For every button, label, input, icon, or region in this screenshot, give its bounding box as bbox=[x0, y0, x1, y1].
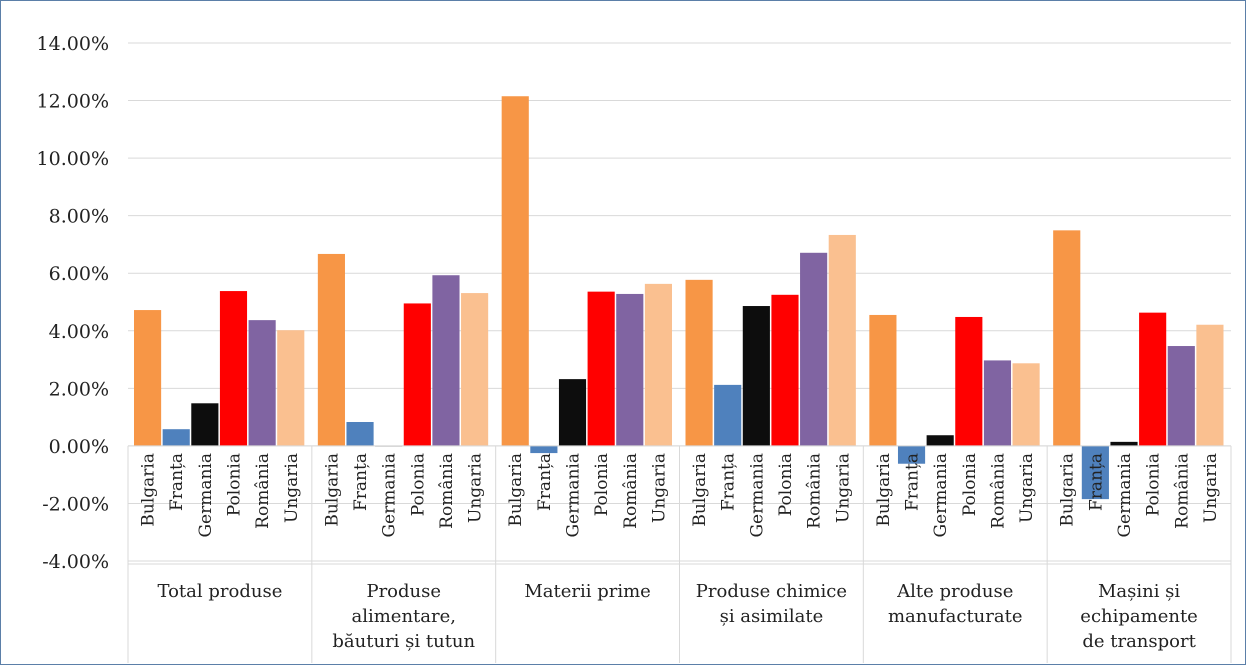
country-label: Polonia bbox=[776, 453, 796, 516]
country-label: Franța bbox=[903, 453, 923, 511]
country-label: România bbox=[1172, 453, 1192, 529]
bar bbox=[587, 291, 615, 446]
country-label: Ungaria bbox=[466, 453, 486, 523]
bar bbox=[926, 435, 954, 446]
country-label: România bbox=[805, 453, 825, 529]
bar bbox=[1053, 230, 1081, 446]
bar bbox=[501, 96, 529, 446]
country-label: Polonia bbox=[408, 453, 428, 516]
bar bbox=[162, 429, 190, 446]
bar bbox=[714, 384, 742, 446]
bar bbox=[191, 403, 219, 446]
bar bbox=[432, 275, 460, 446]
country-label: România bbox=[988, 453, 1008, 529]
y-tick-label: -2.00% bbox=[42, 493, 109, 515]
group-label: și asimilate bbox=[720, 606, 824, 627]
country-label: Germania bbox=[931, 453, 951, 538]
y-tick-label: 8.00% bbox=[49, 206, 109, 228]
bar bbox=[558, 379, 587, 446]
country-label: România bbox=[437, 453, 457, 529]
group-label: Total produse bbox=[157, 581, 282, 602]
bar bbox=[403, 303, 431, 446]
country-label: Bulgaria bbox=[139, 453, 159, 527]
group-label: Produse bbox=[366, 581, 441, 602]
bar bbox=[955, 316, 983, 446]
bar bbox=[346, 422, 374, 446]
y-tick-label: -4.00% bbox=[42, 551, 109, 573]
group-label: Materii prime bbox=[524, 581, 651, 602]
country-label: Ungaria bbox=[833, 453, 853, 523]
country-label: Ungaria bbox=[282, 453, 302, 523]
country-label: Germania bbox=[564, 453, 584, 538]
bar bbox=[1081, 445, 1109, 500]
y-tick-label: 10.00% bbox=[37, 148, 109, 170]
country-label: Polonia bbox=[1144, 453, 1164, 516]
country-label: Franța bbox=[535, 453, 555, 511]
group-label: Mașini și bbox=[1098, 581, 1180, 602]
country-label: Polonia bbox=[960, 453, 980, 516]
bar bbox=[616, 293, 644, 446]
group-label: Alte produse bbox=[896, 581, 1013, 602]
country-label: România bbox=[253, 453, 273, 529]
bar bbox=[828, 234, 856, 446]
bar bbox=[742, 306, 770, 446]
bar bbox=[983, 360, 1012, 446]
country-label: Bulgaria bbox=[1058, 453, 1078, 527]
group-label: echipamente bbox=[1080, 606, 1198, 627]
bar bbox=[800, 252, 828, 446]
country-label: Germania bbox=[196, 453, 216, 538]
group-label: alimentare, bbox=[351, 606, 456, 627]
bar bbox=[219, 291, 248, 446]
country-label: Germania bbox=[747, 453, 767, 538]
country-label: Bulgaria bbox=[690, 453, 710, 527]
country-label: Franța bbox=[719, 453, 739, 511]
country-label: Bulgaria bbox=[874, 453, 894, 527]
country-label: Franța bbox=[1086, 453, 1106, 511]
bar bbox=[685, 279, 713, 446]
bar bbox=[897, 445, 926, 464]
bar bbox=[317, 253, 345, 446]
bar bbox=[1196, 324, 1224, 446]
group-label: băuturi și tutun bbox=[332, 631, 475, 652]
bar bbox=[644, 283, 672, 446]
bar bbox=[277, 330, 305, 446]
bar bbox=[1012, 363, 1040, 446]
bar bbox=[530, 445, 558, 454]
country-label: Germania bbox=[1115, 453, 1135, 538]
y-tick-label: 0.00% bbox=[49, 436, 109, 458]
country-label: Ungaria bbox=[1017, 453, 1037, 523]
bar bbox=[869, 314, 897, 446]
y-tick-label: 12.00% bbox=[37, 91, 109, 113]
country-label: Ungaria bbox=[649, 453, 669, 523]
country-label: Franța bbox=[351, 453, 371, 511]
y-tick-label: 14.00% bbox=[37, 33, 109, 55]
group-label: de transport bbox=[1082, 631, 1196, 652]
country-label: Polonia bbox=[224, 453, 244, 516]
bar bbox=[248, 320, 276, 446]
y-tick-label: 2.00% bbox=[49, 378, 109, 400]
bar bbox=[1139, 312, 1167, 446]
country-label: Germania bbox=[380, 453, 400, 538]
group-label: Produse chimice bbox=[696, 581, 847, 602]
bar bbox=[134, 310, 162, 446]
bar bbox=[1110, 441, 1138, 446]
y-tick-label: 6.00% bbox=[49, 263, 109, 285]
country-label: Ungaria bbox=[1201, 453, 1221, 523]
y-tick-label: 4.00% bbox=[49, 321, 109, 343]
group-label: manufacturate bbox=[888, 606, 1023, 627]
country-label: Bulgaria bbox=[506, 453, 526, 527]
bar bbox=[771, 294, 799, 446]
country-label: Bulgaria bbox=[322, 453, 342, 527]
bar bbox=[461, 293, 489, 446]
country-label: Polonia bbox=[592, 453, 612, 516]
country-label: România bbox=[621, 453, 641, 529]
bar bbox=[1167, 346, 1195, 446]
country-label: Franța bbox=[167, 453, 187, 511]
